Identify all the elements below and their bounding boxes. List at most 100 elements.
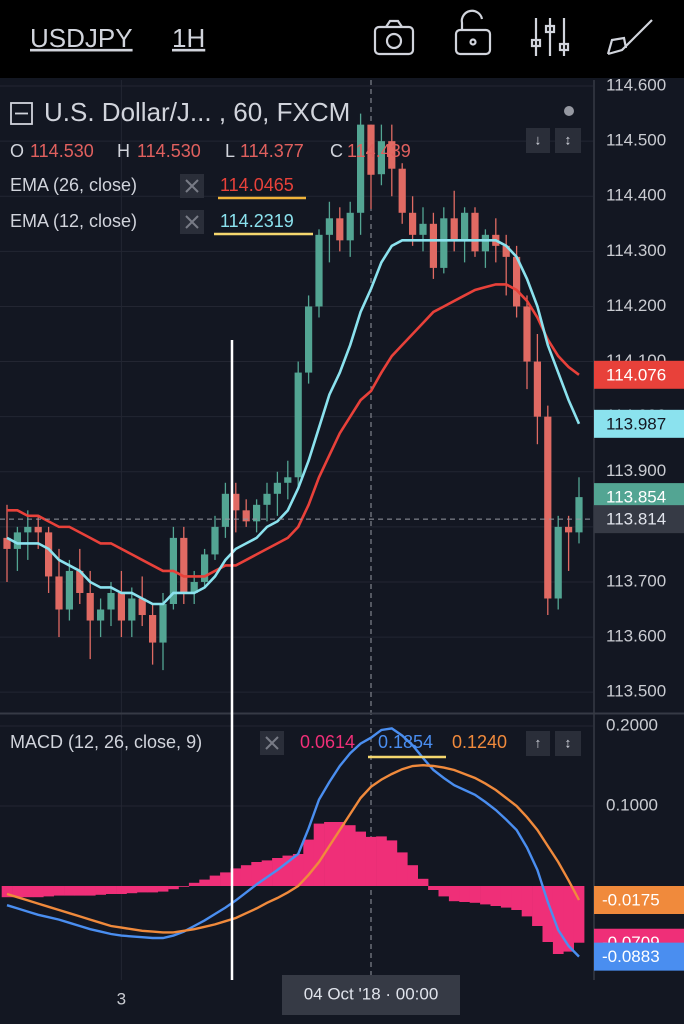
- candle-body: [221, 493, 229, 527]
- candle-body: [263, 493, 271, 505]
- svg-text:↕: ↕: [565, 132, 572, 148]
- candle-body: [357, 124, 365, 213]
- crosshair-price-label: 113.814: [606, 510, 666, 529]
- histogram-bar: [365, 836, 377, 886]
- candle-body: [97, 609, 105, 621]
- interval[interactable]: 1H: [172, 23, 205, 53]
- ohlc-key: C: [330, 141, 343, 161]
- ohlc-key: L: [225, 141, 235, 161]
- remove-button[interactable]: [180, 174, 204, 198]
- lock-icon[interactable]: [454, 9, 492, 56]
- candle-body: [471, 212, 479, 252]
- histogram-bar: [469, 886, 481, 903]
- scroll-buttons[interactable]: ↑ ↕: [526, 731, 581, 756]
- histogram-bar: [199, 879, 210, 886]
- macd-hist-value: 0.0614: [300, 732, 355, 752]
- candle-body: [544, 416, 552, 599]
- histogram-bar: [448, 886, 460, 902]
- histogram-bar: [334, 822, 346, 886]
- toolbar: [0, 0, 684, 78]
- candle-body: [242, 510, 250, 522]
- histogram-bar: [74, 886, 86, 896]
- histogram-bar: [64, 886, 75, 896]
- histogram-bar: [521, 886, 533, 917]
- settings-icon[interactable]: [530, 18, 570, 56]
- histogram-bar: [43, 886, 54, 897]
- candle-body: [315, 234, 323, 307]
- legend-name: EMA (26, close): [10, 175, 137, 195]
- candle-body: [45, 532, 53, 577]
- candle-body: [533, 361, 541, 417]
- histogram-bar: [126, 886, 138, 894]
- y-tick-label: 114.300: [606, 241, 666, 260]
- legend-value: 114.0465: [220, 175, 294, 195]
- histogram-bar: [376, 836, 387, 886]
- y-tick-label: 0.2000: [606, 715, 658, 734]
- histogram-bar: [32, 886, 44, 898]
- scroll-buttons[interactable]: ↓ ↕: [526, 128, 581, 153]
- histogram-bar: [168, 886, 179, 890]
- toolbar-icons: [373, 9, 653, 56]
- candle-body: [554, 526, 562, 599]
- legend-value: 114.2319: [220, 211, 294, 231]
- histogram-bar: [53, 886, 65, 896]
- brush-icon[interactable]: [606, 19, 653, 56]
- candle-body: [273, 482, 281, 494]
- svg-text:↕: ↕: [565, 735, 572, 751]
- candle-body: [159, 604, 167, 643]
- histogram-bar: [386, 840, 398, 886]
- candle-body: [502, 245, 510, 257]
- ohlc-value: 114.530: [30, 141, 94, 161]
- histogram-bar: [147, 886, 158, 893]
- histogram-bar: [116, 886, 127, 894]
- candle-body: [107, 592, 115, 610]
- histogram-bar: [532, 886, 543, 926]
- remove-button[interactable]: [260, 731, 284, 755]
- y-tick-label: 114.500: [606, 131, 666, 150]
- histogram-bar: [136, 886, 148, 893]
- status-dot: [564, 106, 574, 116]
- histogram-bar: [344, 825, 356, 886]
- candle-body: [388, 141, 396, 169]
- last-value-label: -0.0175: [602, 890, 660, 909]
- last-value-label-box: [594, 942, 684, 971]
- candle-body: [377, 141, 385, 175]
- legend-name: EMA (12, close): [10, 211, 137, 231]
- candle-body: [128, 598, 136, 621]
- y-tick-label: 113.500: [606, 682, 666, 701]
- signal-value: 0.1240: [452, 732, 507, 752]
- candle-body: [523, 306, 531, 362]
- symbol[interactable]: USDJPY: [30, 23, 133, 53]
- histogram-bar: [480, 886, 491, 905]
- candle-body: [450, 218, 458, 241]
- histogram-bar: [407, 865, 418, 886]
- candle-body: [565, 526, 573, 533]
- remove-button[interactable]: [180, 210, 204, 234]
- candle-body: [232, 493, 240, 511]
- y-tick-label: 114.400: [606, 186, 666, 205]
- candle-body: [55, 576, 63, 610]
- histogram-bar: [542, 886, 554, 942]
- collapse-icon[interactable]: [10, 102, 33, 125]
- ohlc-value: 114.439: [347, 141, 411, 161]
- last-value-label-box: [594, 409, 684, 438]
- candle-body: [86, 592, 94, 621]
- candle-body: [34, 526, 42, 533]
- histogram-bar: [313, 823, 325, 886]
- candle-body: [419, 223, 427, 235]
- candle-body: [305, 306, 313, 373]
- crosshair-time-label: 04 Oct '18 · 00:00: [304, 984, 439, 1003]
- candle-body: [294, 372, 302, 478]
- candle-body: [440, 218, 448, 268]
- candle-body: [429, 223, 437, 268]
- histogram-bar: [355, 831, 366, 886]
- last-value-label: -0.0883: [602, 947, 660, 966]
- candle-body: [325, 218, 333, 235]
- candle-body: [117, 592, 125, 621]
- histogram-bar: [230, 868, 242, 886]
- candle-body: [409, 212, 417, 235]
- candle-body: [284, 477, 292, 483]
- camera-icon[interactable]: [373, 19, 415, 56]
